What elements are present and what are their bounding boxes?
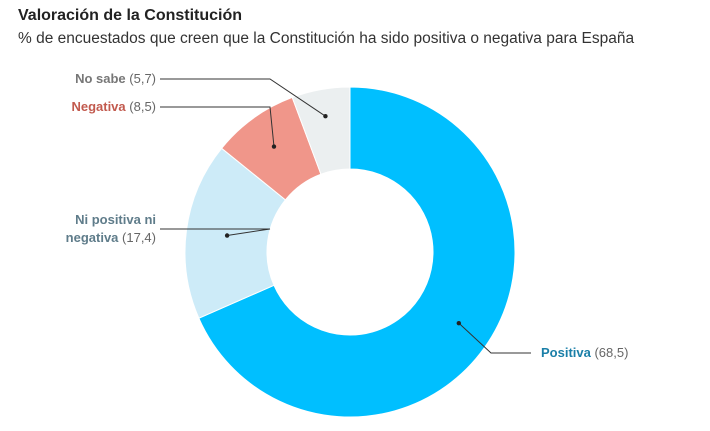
donut-slice-no-sabe bbox=[291, 86, 351, 175]
leader-line bbox=[160, 228, 271, 237]
chart-subtitle: % de encuestados que creen que la Consti… bbox=[18, 30, 635, 47]
slice-label: Negativa (8,5) bbox=[71, 99, 156, 114]
slice-label: Positiva (68,5) bbox=[541, 345, 628, 360]
leader-dot bbox=[456, 320, 462, 326]
leader-dot bbox=[323, 114, 328, 119]
slice-label: No sabe (5,7) bbox=[75, 71, 156, 86]
chart-title: Valoración de la Constitución bbox=[18, 7, 243, 24]
slice-label: Ni positiva ni negativa (17,4) bbox=[66, 212, 156, 245]
leader-line bbox=[458, 322, 531, 354]
leader-dot bbox=[224, 233, 230, 238]
donut-slice-positiva bbox=[198, 86, 516, 418]
donut-slice-ni-positiva-ni-negativa bbox=[184, 147, 287, 319]
leader-line bbox=[160, 106, 275, 147]
leader-dot bbox=[271, 144, 277, 149]
leader-line bbox=[160, 78, 326, 117]
